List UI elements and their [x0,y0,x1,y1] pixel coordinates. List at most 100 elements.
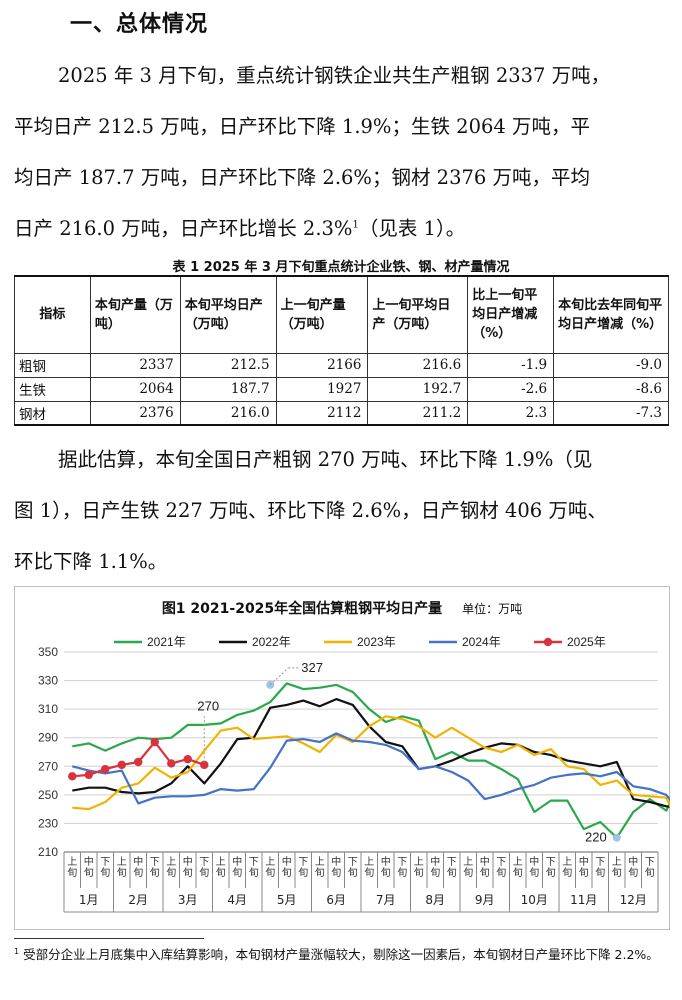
legend-marker [543,637,553,647]
table-cell: 211.2 [367,400,469,426]
series-line-2023 [72,715,670,811]
x-tick-label: 旬 [331,866,341,879]
x-tick-label: 中 [430,855,440,868]
x-tick-label: 下 [496,857,506,868]
month-label: 4月 [227,893,247,907]
table-cell: -7.3 [553,400,669,426]
x-tick-label: 旬 [447,866,457,879]
x-tick-label: 旬 [480,866,490,879]
x-tick-label: 上 [463,856,473,868]
table-cell: 2376 [89,400,181,426]
x-tick-label: 上 [612,856,622,868]
month-label: 12月 [620,893,647,907]
y-tick-label: 210 [38,845,58,859]
x-tick-label: 旬 [628,866,638,879]
table-caption: 表 1 2025 年 3 月下旬重点统计企业铁、钢、材产量情况 [172,260,510,275]
x-tick-label: 中 [331,855,341,868]
series-point-2025 [68,772,77,781]
y-tick-label: 310 [38,702,58,716]
x-tick-label: 旬 [216,866,226,879]
table-cell: -2.6 [467,376,555,402]
x-tick-label: 上 [414,856,424,868]
x-tick-label: 下 [150,857,160,868]
x-tick-label: 旬 [414,866,424,879]
x-tick-label: 下 [348,857,358,868]
x-tick-label: 中 [133,855,143,868]
footnote-text: 受部分企业上月底集中入库结算影响，本旬钢材产量涨幅较大，剔除这一因素后，本旬钢材… [23,947,659,962]
x-tick-label: 下 [298,857,308,868]
x-tick-label: 上 [265,856,275,868]
x-tick-label: 旬 [513,866,523,879]
x-tick-label: 上 [364,856,374,868]
month-label: 5月 [277,893,297,907]
table-header-cell: 本旬平均日产（万吨） [179,275,277,354]
x-tick-label: 下 [595,857,605,868]
paragraph-line: 2025 年 3 月下旬，重点统计钢铁企业共生产粗钢 2337 万吨， [58,64,611,87]
table-cell: 2337 [89,352,181,378]
footnote-mark: 1 [14,946,20,956]
series-line-2024 [72,732,670,805]
legend-label: 2021年 [147,635,186,649]
x-tick-label: 旬 [117,866,127,879]
series-point-2025 [183,754,192,764]
paragraph-estimate: 据此估算，本旬全国日产粗钢 270 万吨、环比下降 1.9%（见 图 1），日产… [14,434,674,587]
table-header-cell: 上一旬产量（万吨） [275,275,369,354]
table-header-cell: 比上一旬平均日产增减（%） [467,275,555,354]
x-tick-label: 中 [628,855,638,868]
table-cell: 2166 [275,352,369,378]
x-tick-label: 下 [397,857,407,868]
y-tick-label: 270 [38,759,58,773]
x-tick-label: 旬 [232,866,242,879]
table-row: 粗钢 2337 212.5 2166 216.6 -1.9 -9.0 [14,352,669,378]
x-tick-label: 旬 [546,866,556,879]
table-header-cell: 本旬比去年同旬平均日产增减（%） [553,275,669,354]
table-cell: 216.0 [179,400,277,426]
x-tick-label: 上 [315,856,325,868]
x-tick-label: 旬 [249,866,259,879]
x-tick-label: 中 [529,855,539,868]
annotation-label: 220 [585,830,607,845]
table-cell: 2064 [89,376,181,402]
table-cell: 1927 [275,376,369,402]
x-tick-label: 下 [546,857,556,868]
x-tick-label: 中 [282,855,292,868]
series-line-2022 [72,697,670,808]
paragraph-line: 环比下降 1.1%。 [14,550,168,573]
x-tick-label: 上 [67,856,77,868]
table-cell: 216.6 [367,352,469,378]
chart-border [14,586,670,930]
series-point-2025 [150,737,159,747]
paragraph-summary: 2025 年 3 月下旬，重点统计钢铁企业共生产粗钢 2337 万吨， 平均日产… [14,50,674,254]
x-tick-label: 旬 [133,866,143,879]
table-cell: 2112 [275,400,369,426]
month-label: 2月 [128,893,148,907]
x-tick-label: 旬 [364,866,374,879]
month-label: 10月 [521,893,548,907]
footnote-ref[interactable]: 1 [352,219,359,231]
series-line-2021 [72,682,670,839]
x-tick-label: 旬 [529,866,539,879]
x-tick-label: 下 [645,857,655,868]
x-tick-label: 旬 [265,866,275,879]
x-tick-label: 旬 [579,866,589,879]
table-cell: -9.0 [553,352,669,378]
table-row: 生铁 2064 187.7 1927 192.7 -2.6 -8.6 [14,376,669,402]
x-tick-label: 旬 [315,866,325,879]
paragraph-line: 据此估算，本旬全国日产粗钢 270 万吨、环比下降 1.9%（见 [58,448,593,471]
annotation-leader [269,667,289,686]
annotation-label: 270 [197,698,219,713]
x-tick-label: 旬 [612,866,622,879]
x-tick-label: 旬 [84,866,94,879]
chart-canvas: 210230250270290310330350上旬中旬下旬上旬中旬下旬上旬中旬… [14,586,670,930]
table-cell: 生铁 [14,376,91,402]
month-label: 3月 [178,893,198,907]
x-tick-label: 旬 [463,866,473,879]
x-tick-label: 旬 [397,866,407,879]
footnote: 1 受部分企业上月底集中入库结算影响，本旬钢材产量涨幅较大，剔除这一因素后，本旬… [14,944,676,966]
table-cell: 212.5 [179,352,277,378]
x-tick-label: 中 [232,855,242,868]
x-tick-label: 旬 [595,866,605,879]
x-tick-label: 下 [100,857,110,868]
y-tick-label: 330 [38,674,58,688]
legend-label: 2023年 [357,635,396,649]
